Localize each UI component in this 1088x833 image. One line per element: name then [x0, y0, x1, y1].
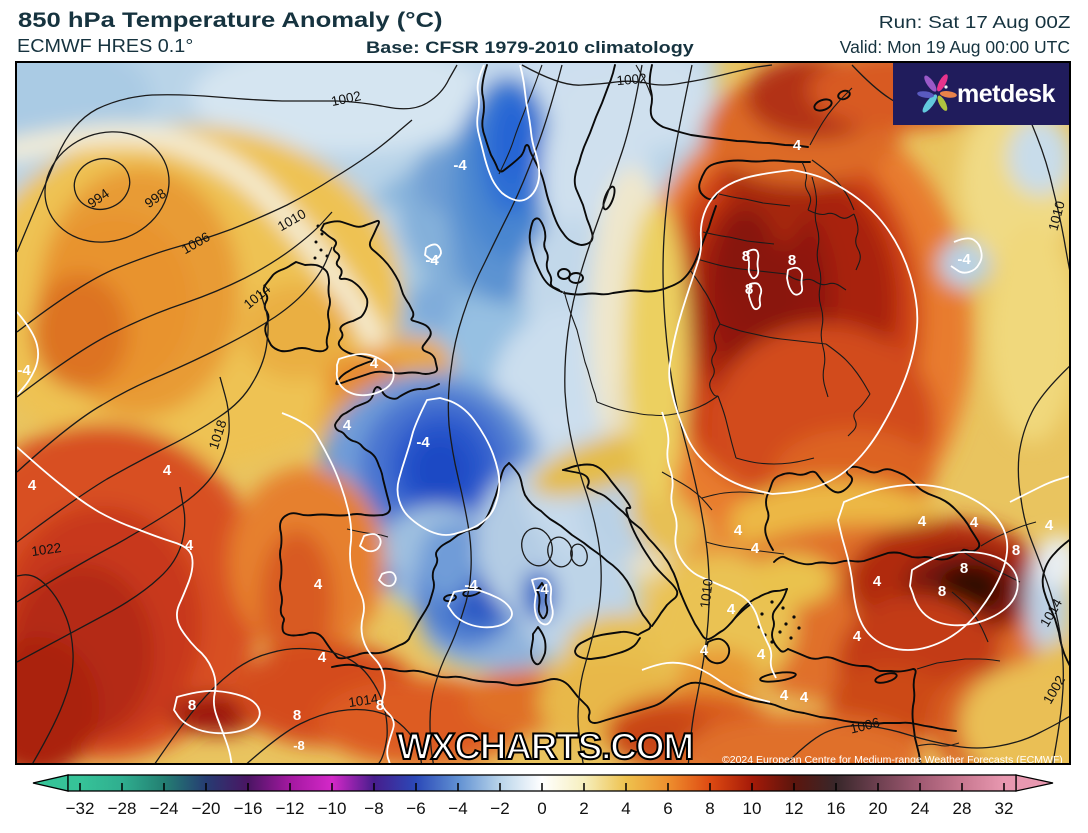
svg-text:8: 8	[742, 248, 750, 265]
svg-text:0: 0	[537, 799, 546, 818]
svg-text:8: 8	[376, 697, 384, 714]
svg-text:4: 4	[751, 540, 760, 557]
svg-text:4: 4	[621, 799, 630, 818]
svg-text:-8: -8	[293, 738, 305, 753]
svg-text:−6: −6	[406, 799, 425, 818]
svg-text:24: 24	[911, 799, 930, 818]
svg-text:-4: -4	[425, 252, 439, 269]
svg-text:4: 4	[793, 137, 802, 154]
svg-text:−20: −20	[192, 799, 221, 818]
svg-text:−24: −24	[150, 799, 179, 818]
svg-text:metdesk: metdesk	[957, 80, 1056, 108]
svg-text:-4: -4	[453, 157, 467, 174]
svg-text:4: 4	[873, 573, 882, 590]
svg-text:20: 20	[869, 799, 888, 818]
svg-text:4: 4	[163, 462, 172, 479]
svg-text:4: 4	[970, 514, 979, 531]
svg-text:4: 4	[343, 417, 352, 434]
svg-text:4: 4	[918, 513, 927, 530]
svg-text:4: 4	[780, 687, 789, 704]
svg-text:8: 8	[705, 799, 714, 818]
svg-text:16: 16	[827, 799, 846, 818]
svg-text:-4: -4	[464, 577, 478, 594]
svg-text:4: 4	[318, 649, 327, 666]
svg-text:8: 8	[188, 697, 196, 714]
svg-text:8: 8	[938, 583, 946, 600]
svg-text:−4: −4	[448, 799, 467, 818]
svg-text:4: 4	[757, 646, 766, 663]
svg-text:8: 8	[293, 707, 301, 724]
svg-text:4: 4	[28, 477, 37, 494]
svg-text:1002: 1002	[616, 71, 647, 89]
svg-text:6: 6	[663, 799, 672, 818]
svg-text:1002: 1002	[330, 88, 363, 109]
svg-text:−32: −32	[66, 799, 95, 818]
svg-text:12: 12	[785, 799, 804, 818]
svg-text:-4: -4	[17, 362, 31, 379]
svg-text:4: 4	[185, 537, 194, 554]
svg-text:4: 4	[314, 576, 323, 593]
svg-text:-4: -4	[416, 434, 430, 451]
svg-text:4: 4	[853, 628, 862, 645]
svg-text:28: 28	[953, 799, 972, 818]
svg-text:4: 4	[1045, 517, 1054, 534]
svg-text:32: 32	[995, 799, 1014, 818]
svg-text:4: 4	[734, 522, 743, 539]
svg-text:2: 2	[579, 799, 588, 818]
svg-text:8: 8	[745, 281, 753, 298]
svg-text:−10: −10	[318, 799, 347, 818]
svg-text:−16: −16	[234, 799, 263, 818]
svg-text:1010: 1010	[697, 578, 716, 610]
svg-text:-4: -4	[535, 581, 549, 598]
svg-text:1006: 1006	[849, 715, 882, 737]
svg-text:−2: −2	[490, 799, 509, 818]
svg-text:10: 10	[743, 799, 762, 818]
svg-text:8: 8	[788, 252, 796, 269]
svg-text:1022: 1022	[30, 540, 62, 559]
svg-text:−8: −8	[364, 799, 383, 818]
svg-text:−12: −12	[276, 799, 305, 818]
svg-text:1014: 1014	[347, 691, 379, 710]
svg-text:8: 8	[1012, 542, 1020, 559]
svg-text:4: 4	[370, 355, 379, 372]
svg-text:−28: −28	[108, 799, 137, 818]
svg-text:4: 4	[727, 601, 736, 618]
svg-text:-4: -4	[957, 251, 971, 268]
svg-text:4: 4	[800, 689, 809, 706]
svg-text:4: 4	[700, 642, 709, 659]
svg-text:8: 8	[960, 560, 968, 577]
